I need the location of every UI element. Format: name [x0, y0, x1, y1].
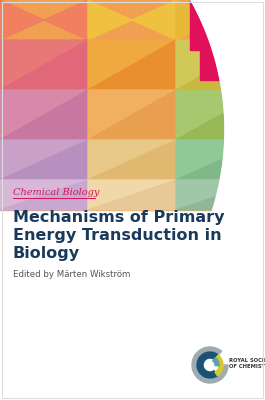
Polygon shape: [0, 180, 88, 210]
Text: Energy Transduction in: Energy Transduction in: [13, 228, 222, 243]
Polygon shape: [176, 180, 265, 210]
Polygon shape: [190, 0, 265, 100]
Polygon shape: [88, 90, 176, 140]
Bar: [0, 0, 265, 210]
Polygon shape: [0, 0, 88, 40]
Polygon shape: [88, 0, 176, 40]
Polygon shape: [218, 0, 265, 50]
Polygon shape: [0, 40, 88, 90]
Wedge shape: [197, 352, 218, 378]
Polygon shape: [0, 90, 88, 140]
Polygon shape: [88, 180, 176, 210]
Text: OF CHEMISTRY: OF CHEMISTRY: [229, 364, 265, 370]
Text: ROYAL SOCIETY: ROYAL SOCIETY: [229, 358, 265, 362]
Text: Chemical Biology: Chemical Biology: [13, 188, 99, 197]
Polygon shape: [176, 90, 265, 140]
Polygon shape: [176, 140, 265, 180]
Polygon shape: [176, 40, 265, 90]
Polygon shape: [176, 180, 265, 210]
Wedge shape: [213, 358, 219, 366]
Wedge shape: [215, 355, 223, 376]
Polygon shape: [88, 40, 176, 90]
Polygon shape: [176, 90, 265, 140]
Polygon shape: [176, 40, 265, 90]
Polygon shape: [118, 0, 245, 204]
Polygon shape: [88, 40, 176, 90]
Polygon shape: [88, 180, 176, 210]
Text: Edited by Märten Wikström: Edited by Märten Wikström: [13, 270, 130, 279]
Polygon shape: [0, 40, 88, 90]
Polygon shape: [176, 0, 265, 40]
Wedge shape: [192, 347, 228, 383]
Polygon shape: [88, 90, 176, 140]
Text: Biology: Biology: [13, 246, 80, 261]
Polygon shape: [88, 140, 176, 180]
Polygon shape: [0, 140, 88, 180]
Text: Mechanisms of Primary: Mechanisms of Primary: [13, 210, 224, 225]
Polygon shape: [0, 140, 88, 180]
Polygon shape: [0, 90, 88, 140]
Polygon shape: [112, 0, 235, 201]
Polygon shape: [123, 0, 265, 210]
Polygon shape: [88, 140, 176, 180]
Polygon shape: [0, 180, 88, 210]
Polygon shape: [176, 140, 265, 180]
